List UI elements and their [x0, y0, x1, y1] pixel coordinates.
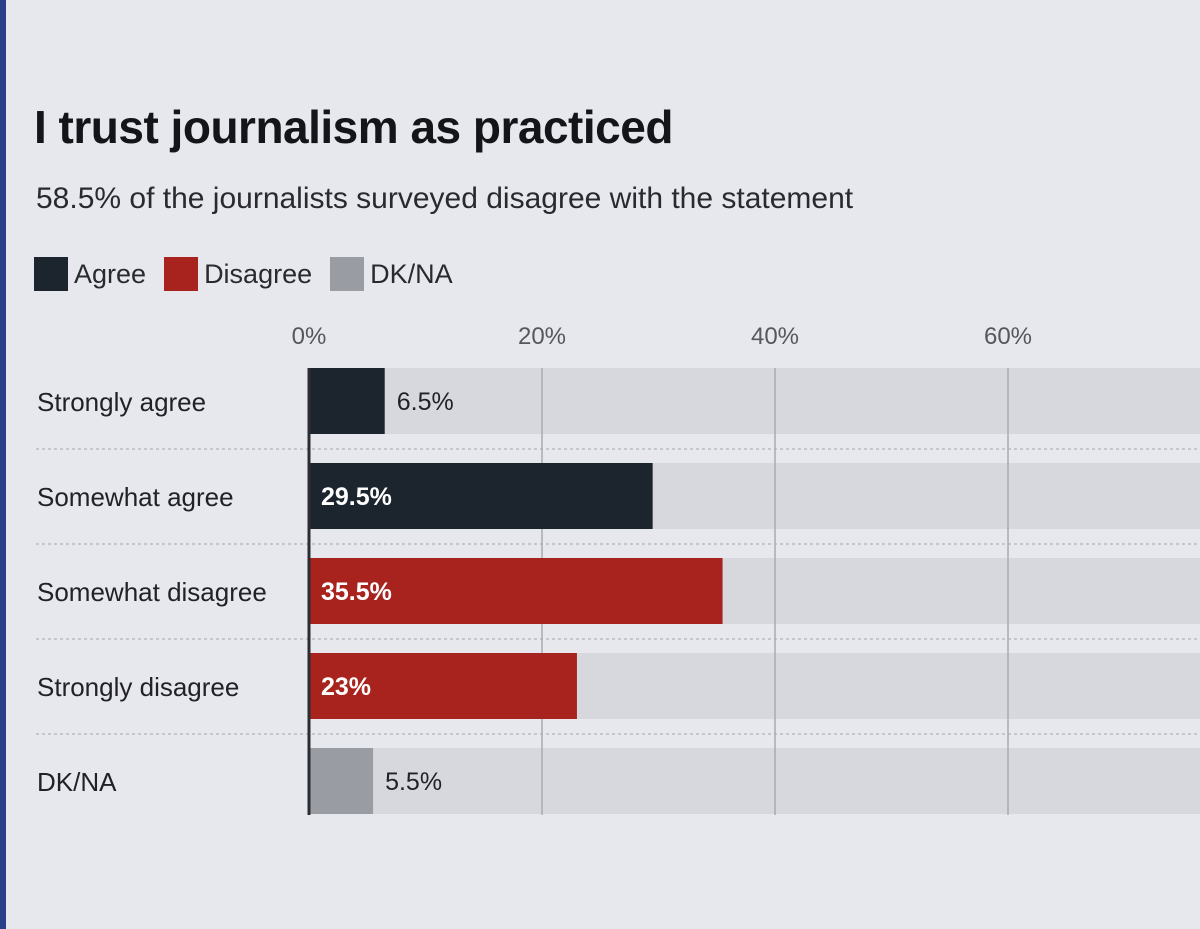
category-label: Somewhat agree — [37, 482, 234, 512]
bar — [309, 463, 653, 529]
legend-swatch-disagree — [164, 257, 199, 291]
chart-title: I trust journalism as practiced — [34, 101, 673, 153]
legend: Agree Disagree DK/NA — [34, 256, 471, 292]
legend-label-disagree: Disagree — [204, 258, 313, 289]
bar-value-label: 6.5% — [397, 388, 454, 416]
legend-swatch-dkna — [330, 257, 365, 291]
bar-track — [309, 748, 1200, 814]
legend-item-dkna: DK/NA — [330, 257, 453, 291]
legend-item-agree: Agree — [34, 257, 146, 291]
legend-label-dkna: DK/NA — [370, 258, 453, 289]
chart-subtitle: 58.5% of the journalists surveyed disagr… — [36, 182, 854, 215]
bar — [309, 558, 723, 624]
bar-track — [309, 368, 1200, 434]
category-label: DK/NA — [37, 767, 117, 797]
category-label: Strongly disagree — [37, 672, 239, 702]
legend-label-agree: Agree — [74, 258, 147, 289]
bar-value-label: 29.5% — [321, 483, 392, 511]
bar-value-label: 23% — [321, 673, 371, 701]
x-tick-label: 40% — [751, 323, 799, 350]
left-edge — [0, 0, 6, 929]
x-tick-label: 0% — [292, 323, 327, 350]
bar — [309, 653, 577, 719]
bar-value-label: 35.5% — [321, 578, 392, 606]
legend-swatch-agree — [34, 257, 68, 291]
legend-item-disagree: Disagree — [164, 257, 312, 291]
bar-value-label: 5.5% — [385, 768, 442, 796]
x-tick-label: 60% — [984, 323, 1032, 350]
x-tick-label: 20% — [518, 323, 566, 350]
category-label: Strongly agree — [37, 387, 206, 417]
bar — [309, 748, 374, 814]
bar — [309, 368, 385, 434]
category-label: Somewhat disagree — [37, 577, 267, 607]
